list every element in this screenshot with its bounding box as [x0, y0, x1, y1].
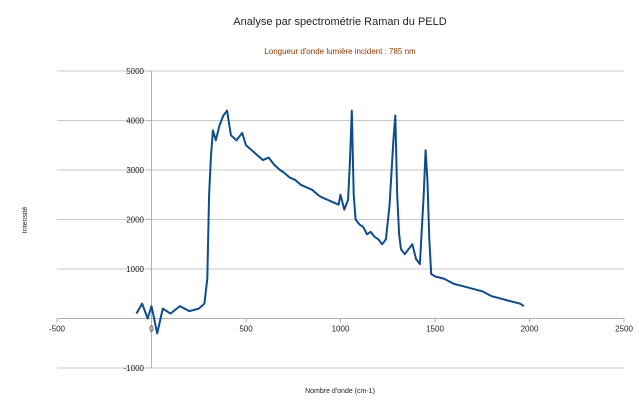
y-tick-label-4: 3000 [126, 166, 144, 175]
y-tick-label-0: -1000 [124, 364, 145, 373]
x-axis-label: Nombre d'onde (cm-1) [305, 388, 375, 395]
x-tick-label-0: -500 [49, 325, 66, 334]
x-tick-label-5: 2000 [521, 325, 539, 334]
x-tick-label-6: 2500 [615, 325, 633, 334]
x-tick-label-4: 1500 [426, 325, 444, 334]
x-tick-label-1: 0 [149, 325, 154, 334]
y-tick-label-2: 1000 [126, 265, 144, 274]
y-tick-label-5: 4000 [126, 117, 144, 126]
y-axis-label: Intensité [22, 207, 29, 234]
x-tick-label-3: 1000 [332, 325, 350, 334]
y-tick-label-6: 5000 [126, 67, 144, 76]
x-axis: -500 0 500 1000 1500 2000 2500 [49, 318, 633, 334]
chart-title: Analyse par spectrométrie Raman du PELD [233, 16, 446, 28]
y-tick-label-3: 2000 [126, 216, 144, 225]
x-tick-label-2: 500 [239, 325, 253, 334]
series-line-0 [135, 109, 525, 335]
series-layer [135, 109, 525, 335]
chart-subtitle: Longueur d'onde lumière incident : 785 n… [264, 47, 416, 56]
